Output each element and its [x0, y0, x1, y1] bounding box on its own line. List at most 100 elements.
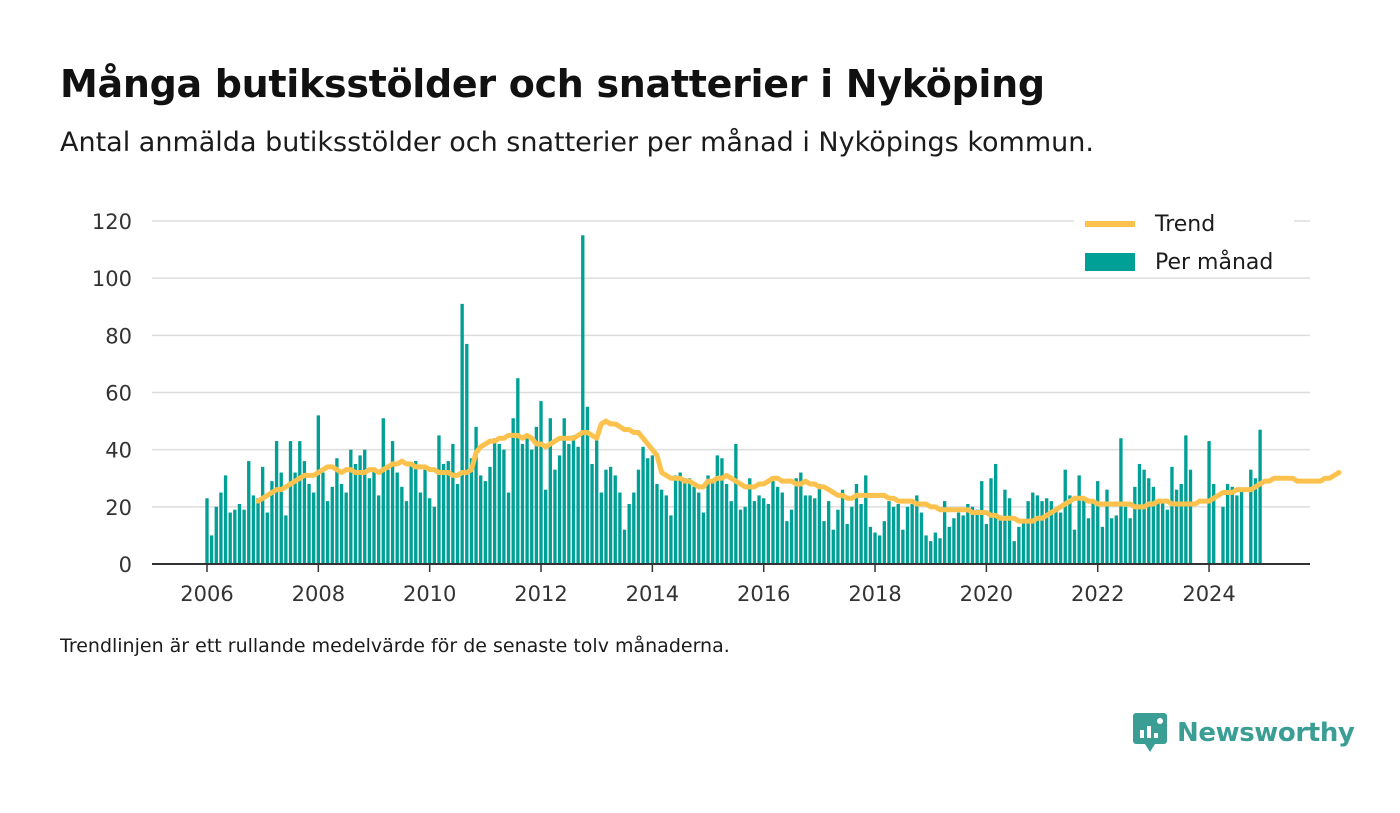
bar — [599, 492, 603, 564]
bar — [1239, 489, 1244, 564]
bar — [557, 455, 562, 564]
bar — [1091, 501, 1095, 564]
bar — [659, 489, 664, 564]
bar — [270, 481, 274, 564]
bar — [432, 506, 436, 564]
bar — [826, 501, 831, 564]
bar — [864, 475, 868, 564]
bar — [1188, 469, 1193, 564]
brand-logo: Newsworthy — [1133, 713, 1355, 753]
bar — [353, 463, 358, 564]
bar — [1212, 483, 1216, 564]
bar — [766, 503, 771, 564]
bar — [595, 438, 599, 564]
bar — [780, 492, 784, 564]
bar — [831, 529, 835, 564]
bar — [233, 509, 237, 564]
bar — [887, 501, 891, 564]
bar — [975, 509, 979, 564]
bar — [284, 515, 288, 564]
bar — [1026, 501, 1030, 564]
bar — [1147, 478, 1151, 564]
bar — [775, 486, 780, 564]
bar — [683, 478, 687, 564]
bar — [785, 521, 789, 565]
bar — [274, 441, 279, 564]
bar — [1184, 435, 1188, 565]
bar — [961, 515, 965, 564]
bar — [307, 483, 311, 564]
bar — [358, 455, 362, 564]
bar — [520, 443, 525, 564]
bar — [799, 472, 803, 564]
legend: Trend Per månad — [1074, 205, 1294, 277]
bar — [469, 458, 474, 564]
bar — [1156, 501, 1160, 564]
bar — [400, 486, 404, 564]
bar — [701, 512, 706, 564]
bar — [228, 512, 232, 564]
bar — [1082, 498, 1086, 564]
bar — [905, 506, 910, 564]
bar — [636, 469, 641, 564]
bar — [1077, 475, 1081, 564]
bar — [1003, 489, 1007, 564]
bar — [822, 521, 826, 565]
bar — [1012, 541, 1016, 564]
bar — [302, 461, 307, 564]
bar — [404, 501, 409, 564]
bar — [891, 506, 896, 564]
bar — [650, 455, 655, 564]
bar — [1031, 492, 1035, 564]
bar — [1035, 495, 1040, 564]
bar — [743, 506, 747, 564]
bar — [372, 469, 376, 564]
bar — [261, 466, 265, 564]
bar — [817, 483, 822, 564]
bar — [762, 498, 766, 564]
chart-subtitle: Antal anmälda butiksstölder och snatteri… — [60, 127, 1094, 158]
bar — [1179, 483, 1183, 564]
bar — [845, 523, 849, 564]
bar — [576, 446, 580, 564]
bar — [474, 426, 478, 564]
bar — [757, 495, 761, 564]
bar — [729, 501, 733, 564]
bar — [390, 441, 395, 564]
bar — [1109, 518, 1114, 564]
bar — [873, 532, 877, 564]
bar — [938, 538, 942, 564]
bar — [335, 458, 339, 564]
bar — [942, 501, 947, 564]
bar — [363, 449, 367, 564]
bar — [896, 503, 900, 564]
bar — [947, 526, 951, 564]
bar — [915, 495, 919, 564]
bar — [209, 535, 214, 564]
bar — [441, 463, 446, 564]
bar — [1174, 489, 1179, 564]
bar — [1249, 469, 1253, 564]
bar — [1123, 506, 1128, 564]
bar — [929, 541, 933, 564]
bar — [813, 498, 817, 564]
bar — [502, 449, 506, 564]
chart-area: 0 20 40 60 80 100 120 2006 2008 2010 2012 2014 2016… — [91, 205, 1342, 606]
bar — [673, 475, 678, 564]
bar — [1258, 429, 1262, 564]
bar — [581, 235, 585, 565]
bar — [325, 501, 330, 564]
bar — [497, 443, 501, 564]
newsworthy-logo-icon — [1133, 713, 1167, 752]
bar — [1128, 518, 1132, 564]
bar-series — [205, 235, 1262, 565]
bar — [1017, 526, 1021, 564]
bar — [989, 478, 993, 564]
bar — [854, 483, 859, 564]
bar — [585, 406, 590, 564]
bar — [1086, 518, 1091, 564]
legend-bar-label: Per månad — [1155, 249, 1273, 275]
legend-trend-label: Trend — [1154, 212, 1215, 237]
x-tick-label: 2020 — [960, 582, 1013, 606]
bar — [279, 472, 283, 564]
